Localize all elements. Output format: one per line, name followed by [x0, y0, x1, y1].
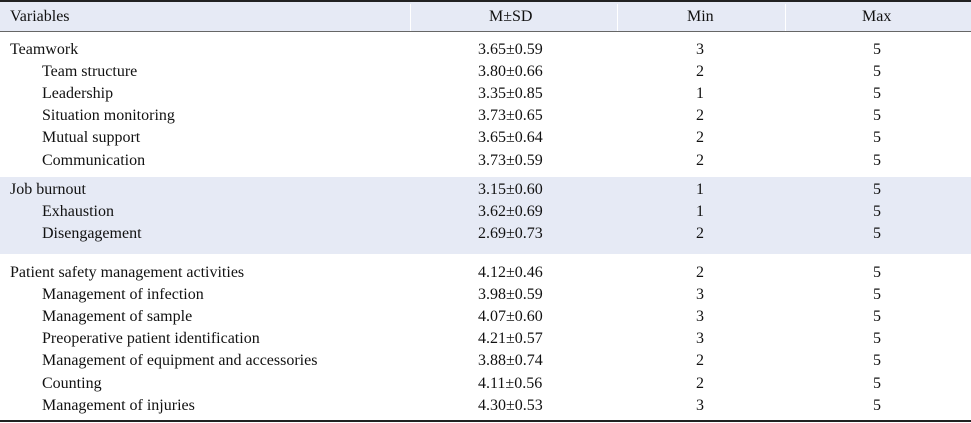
mean-sd-value: 4.21±0.57 — [478, 330, 543, 348]
min-value: 1 — [696, 85, 704, 103]
max-value: 5 — [873, 374, 881, 392]
mean-sd-value: 3.80±0.66 — [478, 63, 543, 81]
variable-name: Leadership — [42, 85, 114, 103]
header-variables: Variables — [10, 8, 70, 25]
table-row-group: Job burnout 3.15±0.60 1 5 Exhaustion 3.62±0.6… — [0, 177, 971, 254]
header-divider — [785, 4, 786, 31]
max-value: 5 — [873, 330, 881, 348]
mean-sd-value: 3.88±0.74 — [478, 352, 543, 370]
mean-sd-value: 3.98±0.59 — [478, 286, 543, 304]
min-value: 2 — [696, 63, 704, 81]
variable-name: Preoperative patient identification — [42, 330, 260, 348]
mean-sd-value: 4.07±0.60 — [478, 308, 543, 326]
variable-name: Exhaustion — [42, 203, 114, 221]
min-value: 2 — [696, 264, 704, 281]
table-row: Management of sample 4.07±0.60 3 5 — [0, 306, 971, 328]
min-value: 2 — [696, 374, 704, 392]
max-value: 5 — [873, 107, 881, 125]
header-divider — [410, 4, 411, 31]
mean-sd-value: 3.65±0.59 — [478, 41, 543, 58]
header-min: Min — [687, 8, 714, 25]
max-value: 5 — [873, 63, 881, 81]
variable-name: Disengagement — [42, 225, 142, 243]
min-value: 3 — [696, 396, 704, 414]
variable-name: Communication — [42, 151, 146, 169]
variable-name: Management of injuries — [42, 396, 195, 414]
mean-sd-value: 3.65±0.64 — [478, 129, 543, 147]
table-row-group: Teamwork 3.65±0.59 3 5 Team structure 3.80±0.… — [0, 37, 971, 176]
min-value: 3 — [696, 330, 704, 348]
max-value: 5 — [873, 286, 881, 304]
variable-name: Team structure — [42, 63, 138, 81]
min-value: 3 — [696, 308, 704, 326]
table-row: Management of infection 3.98±0.59 3 5 — [0, 284, 971, 306]
max-value: 5 — [873, 396, 881, 414]
mean-sd-value: 3.35±0.85 — [478, 85, 543, 103]
table-row: Teamwork 3.65±0.59 3 5 — [0, 39, 971, 61]
mean-sd-value: 4.11±0.56 — [478, 374, 543, 392]
variable-name: Teamwork — [10, 41, 79, 58]
table-row: Management of injuries 4.30±0.53 3 5 — [0, 395, 971, 417]
min-value: 2 — [696, 129, 704, 147]
min-value: 2 — [696, 352, 704, 370]
table-row: Counting 4.11±0.56 2 5 — [0, 373, 971, 395]
table-row: Preoperative patient identification 4.21±… — [0, 328, 971, 350]
table-row: Communication 3.73±0.59 2 5 — [0, 150, 971, 172]
max-value: 5 — [873, 151, 881, 169]
mean-sd-value: 4.30±0.53 — [478, 396, 543, 414]
header-divider — [617, 4, 618, 31]
variable-name: Management of equipment and accessories — [42, 352, 318, 370]
min-value: 2 — [696, 151, 704, 169]
mean-sd-value: 2.69±0.73 — [478, 225, 543, 243]
mean-sd-value: 3.62±0.69 — [478, 203, 543, 221]
min-value: 1 — [696, 203, 704, 221]
max-value: 5 — [873, 129, 881, 147]
variable-name: Counting — [42, 374, 102, 392]
max-value: 5 — [873, 264, 881, 281]
max-value: 5 — [873, 352, 881, 370]
variable-name: Job burnout — [10, 181, 86, 198]
min-value: 2 — [696, 107, 704, 125]
header-msd: M±SD — [489, 8, 533, 25]
mean-sd-value: 3.73±0.65 — [478, 107, 543, 125]
max-value: 5 — [873, 308, 881, 326]
table-row: Mutual support 3.65±0.64 2 5 — [0, 127, 971, 149]
min-value: 2 — [696, 225, 704, 243]
table-row: Leadership 3.35±0.85 1 5 — [0, 83, 971, 105]
variable-name: Patient safety management activities — [10, 264, 245, 281]
table-row: Exhaustion 3.62±0.69 1 5 — [0, 201, 971, 223]
variable-name: Management of sample — [42, 308, 193, 326]
variable-name: Management of infection — [42, 286, 204, 304]
variable-name: Mutual support — [42, 129, 141, 147]
max-value: 5 — [873, 85, 881, 103]
table-row: Disengagement 2.69±0.73 2 5 — [0, 223, 971, 245]
header-max: Max — [862, 8, 892, 25]
max-value: 5 — [873, 225, 881, 243]
table-row: Situation monitoring 3.73±0.65 2 5 — [0, 105, 971, 127]
variable-name: Situation monitoring — [42, 107, 175, 125]
table-row: Management of equipment and accessories 3… — [0, 350, 971, 372]
min-value: 1 — [696, 181, 704, 198]
bottom-rule — [0, 420, 971, 422]
max-value: 5 — [873, 181, 881, 198]
mean-sd-value: 4.12±0.46 — [478, 264, 543, 281]
max-value: 5 — [873, 41, 881, 58]
table-row: Team structure 3.80±0.66 2 5 — [0, 61, 971, 83]
min-value: 3 — [696, 41, 704, 58]
mean-sd-value: 3.15±0.60 — [478, 181, 543, 198]
mean-sd-value: 3.73±0.59 — [478, 151, 543, 169]
table-row: Job burnout 3.15±0.60 1 5 — [0, 179, 971, 201]
table-header: Variables M±SD Min Max — [0, 0, 971, 32]
min-value: 3 — [696, 286, 704, 304]
table-row: Patient safety management activities 4.12… — [0, 262, 971, 284]
max-value: 5 — [873, 203, 881, 221]
table-row-group: Patient safety management activities 4.12… — [0, 260, 971, 420]
